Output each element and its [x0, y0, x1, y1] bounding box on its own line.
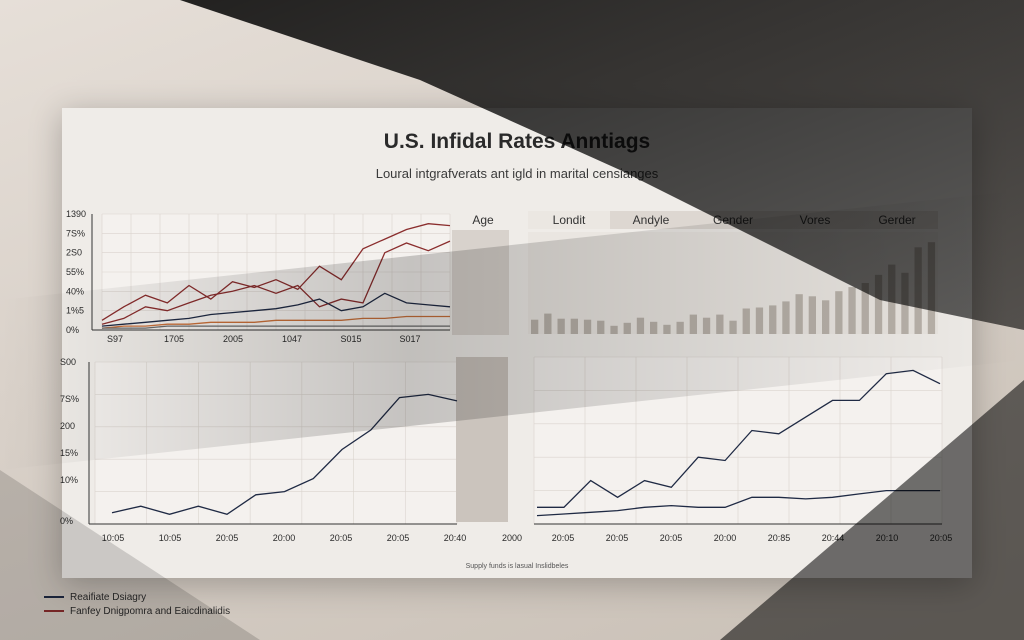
- footer-note: Supply funds is lasual Inslidbeles: [465, 563, 569, 570]
- bar: [570, 318, 578, 334]
- bar: [848, 287, 856, 334]
- bar: [676, 321, 684, 334]
- bar: [531, 319, 539, 334]
- bar: [689, 314, 697, 334]
- x-tick-label: S97: [107, 334, 123, 344]
- bar: [795, 294, 803, 334]
- x-tick-label: 20:00: [714, 533, 737, 543]
- x-tick-label: 2000: [502, 533, 522, 543]
- plot-area: [95, 362, 457, 524]
- y-tick-label: 2S0: [66, 248, 82, 258]
- x-tick-label: 20:05: [216, 533, 239, 543]
- x-tick-label: 1047: [282, 334, 302, 344]
- highlight-panel: [456, 357, 508, 522]
- bar: [583, 319, 592, 334]
- y-tick-label: S00: [60, 357, 76, 367]
- legend: Reaifiate Dsiagry Fanfey Dnigpomra and E…: [44, 590, 230, 618]
- bar: [597, 320, 605, 334]
- bar: [610, 325, 618, 334]
- bar: [822, 300, 830, 334]
- x-tick-label: 20:05: [387, 533, 410, 543]
- x-tick-label: S017: [399, 334, 420, 344]
- bar: [927, 242, 936, 334]
- x-tick-label: 10:05: [102, 533, 125, 543]
- bar: [808, 296, 816, 334]
- x-tick-label: 20:40: [444, 533, 467, 543]
- bar: [636, 317, 645, 334]
- x-tick-label: 20:44: [822, 533, 845, 543]
- x-tick-label: 10:05: [159, 533, 182, 543]
- bar: [914, 247, 922, 334]
- bar: [782, 301, 790, 334]
- legend-swatch: [44, 610, 64, 612]
- bar: [702, 317, 711, 334]
- y-tick-label: 40%: [66, 286, 84, 296]
- x-tick-label: 20:05: [330, 533, 353, 543]
- bar: [663, 324, 671, 334]
- y-tick-label: 7S%: [66, 228, 85, 238]
- x-tick-label: S015: [340, 334, 361, 344]
- x-tick-label: 20:05: [552, 533, 575, 543]
- x-tick-label: 20:00: [273, 533, 296, 543]
- bar: [769, 305, 777, 334]
- bar: [716, 314, 724, 334]
- y-tick-label: 55%: [66, 267, 84, 277]
- bar: [742, 308, 750, 334]
- x-tick-label: 20:85: [768, 533, 791, 543]
- y-tick-label: 1%5: [66, 306, 84, 316]
- y-tick-label: 200: [60, 421, 75, 431]
- legend-item: Fanfey Dnigpomra and Eaicdinalidis: [44, 604, 230, 618]
- x-tick-label: 20:05: [930, 533, 953, 543]
- bar: [901, 272, 909, 334]
- legend-label: Fanfey Dnigpomra and Eaicdinalidis: [70, 605, 231, 617]
- bar: [729, 320, 737, 334]
- x-tick-label: 20:05: [606, 533, 629, 543]
- x-tick-label: 20:10: [876, 533, 899, 543]
- bar: [755, 307, 764, 334]
- bar: [557, 318, 565, 334]
- y-tick-label: 7S%: [60, 394, 79, 404]
- x-tick-label: 1705: [164, 334, 184, 344]
- bar: [835, 291, 843, 334]
- bar: [623, 322, 631, 334]
- bar: [544, 313, 552, 334]
- bar: [888, 264, 896, 334]
- x-tick-label: 20:05: [660, 533, 683, 543]
- legend-label: Reaifiate Dsiagry: [70, 591, 147, 603]
- y-tick-label: 15%: [60, 448, 78, 458]
- bar: [874, 274, 883, 334]
- y-tick-label: 0%: [66, 325, 79, 335]
- legend-swatch: [44, 596, 64, 598]
- age-panel: [452, 230, 509, 335]
- y-tick-label: 1390: [66, 209, 86, 219]
- bar: [861, 283, 869, 334]
- legend-item: Reaifiate Dsiagry: [44, 590, 230, 604]
- y-tick-label: 10%: [60, 475, 78, 485]
- x-tick-label: 2005: [223, 334, 243, 344]
- bar: [650, 321, 658, 334]
- y-tick-label: 0%: [60, 516, 73, 526]
